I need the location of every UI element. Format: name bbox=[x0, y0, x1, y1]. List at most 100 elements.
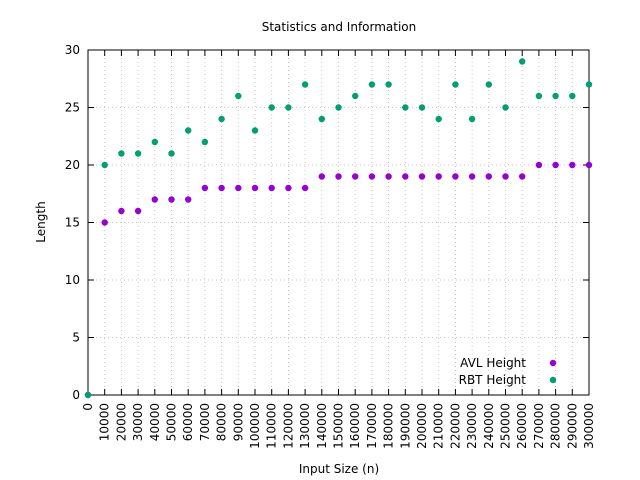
x-tick-label: 210000 bbox=[432, 403, 446, 449]
point-rbt-height bbox=[519, 58, 526, 65]
point-rbt-height bbox=[385, 81, 392, 88]
point-rbt-height bbox=[134, 150, 142, 157]
y-tick-label: 0 bbox=[72, 388, 80, 402]
legend-label: RBT Height bbox=[459, 373, 527, 387]
legend-marker bbox=[549, 359, 557, 367]
point-rbt-height bbox=[285, 104, 292, 111]
point-avl-height bbox=[435, 173, 442, 180]
y-tick-label: 10 bbox=[65, 273, 80, 287]
point-rbt-height bbox=[435, 115, 442, 123]
point-rbt-height bbox=[552, 92, 559, 100]
point-avl-height bbox=[301, 184, 309, 192]
point-avl-height bbox=[368, 173, 376, 180]
data-points bbox=[84, 58, 593, 399]
point-avl-height bbox=[168, 196, 175, 203]
grid bbox=[88, 50, 589, 395]
y-tick-label: 5 bbox=[72, 331, 80, 345]
point-avl-height bbox=[585, 161, 593, 169]
point-avl-height bbox=[268, 184, 275, 192]
point-rbt-height bbox=[118, 150, 125, 157]
point-avl-height bbox=[402, 173, 409, 180]
point-rbt-height bbox=[569, 92, 576, 100]
point-avl-height bbox=[134, 207, 142, 215]
point-rbt-height bbox=[368, 81, 376, 88]
x-tick-label: 120000 bbox=[281, 403, 295, 449]
point-avl-height bbox=[118, 207, 125, 215]
x-tick-label: 50000 bbox=[165, 403, 179, 441]
point-avl-height bbox=[285, 184, 292, 192]
point-rbt-height bbox=[335, 104, 342, 111]
x-tick-label: 280000 bbox=[549, 403, 563, 449]
point-rbt-height bbox=[185, 127, 192, 134]
x-tick-label: 260000 bbox=[515, 403, 529, 449]
point-rbt-height bbox=[251, 127, 259, 134]
point-avl-height bbox=[485, 173, 492, 180]
y-tick-label: 25 bbox=[65, 101, 80, 115]
x-tick-label: 230000 bbox=[465, 403, 479, 449]
point-rbt-height bbox=[84, 391, 92, 399]
point-rbt-height bbox=[218, 115, 225, 123]
point-avl-height bbox=[151, 196, 158, 203]
x-axis-title: Input Size (n) bbox=[299, 462, 379, 476]
x-tick-label: 70000 bbox=[198, 403, 212, 441]
x-tick-label: 160000 bbox=[348, 403, 362, 449]
point-rbt-height bbox=[452, 81, 459, 88]
point-avl-height bbox=[519, 173, 526, 180]
point-rbt-height bbox=[168, 150, 175, 157]
x-tick-label: 60000 bbox=[181, 403, 195, 441]
legend-label: AVL Height bbox=[460, 356, 526, 370]
point-avl-height bbox=[235, 184, 242, 192]
point-rbt-height bbox=[418, 104, 426, 111]
legend: AVL Height RBT Height bbox=[459, 356, 557, 387]
x-tick-label: 190000 bbox=[398, 403, 412, 449]
point-avl-height bbox=[201, 184, 209, 192]
point-rbt-height bbox=[235, 92, 242, 100]
point-avl-height bbox=[318, 173, 325, 180]
point-rbt-height bbox=[485, 81, 492, 88]
point-rbt-height bbox=[151, 138, 158, 146]
point-rbt-height bbox=[402, 104, 409, 111]
point-rbt-height bbox=[535, 92, 543, 100]
point-avl-height bbox=[452, 173, 459, 180]
point-rbt-height bbox=[318, 115, 325, 123]
x-tick-label: 110000 bbox=[265, 403, 279, 449]
point-avl-height bbox=[218, 184, 225, 192]
x-tick-label: 290000 bbox=[565, 403, 579, 449]
point-avl-height bbox=[251, 184, 259, 192]
point-rbt-height bbox=[352, 92, 359, 100]
x-tick-label: 0 bbox=[81, 403, 95, 411]
point-avl-height bbox=[418, 173, 426, 180]
x-tick-label: 140000 bbox=[315, 403, 329, 449]
y-tick-label: 20 bbox=[65, 158, 80, 172]
point-avl-height bbox=[385, 173, 392, 180]
point-rbt-height bbox=[468, 115, 476, 123]
point-rbt-height bbox=[201, 138, 209, 146]
x-tick-label: 270000 bbox=[532, 403, 546, 449]
x-tick-label: 250000 bbox=[499, 403, 513, 449]
x-tick-label: 130000 bbox=[298, 403, 312, 449]
point-rbt-height bbox=[301, 81, 309, 88]
point-avl-height bbox=[101, 219, 108, 226]
y-tick-label: 30 bbox=[65, 43, 80, 57]
y-axis-title: Length bbox=[34, 201, 48, 242]
point-rbt-height bbox=[585, 81, 593, 88]
x-tick-label: 10000 bbox=[98, 403, 112, 441]
legend-marker bbox=[549, 376, 557, 384]
point-avl-height bbox=[335, 173, 342, 180]
x-tick-label: 180000 bbox=[382, 403, 396, 449]
x-tick-label: 200000 bbox=[415, 403, 429, 449]
x-tick-label: 220000 bbox=[448, 403, 462, 449]
x-tick-label: 300000 bbox=[582, 403, 596, 449]
x-tick-label: 30000 bbox=[131, 403, 145, 441]
point-avl-height bbox=[569, 161, 576, 169]
x-tick-label: 40000 bbox=[148, 403, 162, 441]
x-tick-label: 20000 bbox=[114, 403, 128, 441]
chart-title: Statistics and Information bbox=[262, 20, 417, 34]
x-tick-label: 150000 bbox=[332, 403, 346, 449]
point-rbt-height bbox=[502, 104, 509, 111]
axis-ticks: 0 10000 20000 30000 40000 50000 60000 70000 8000… bbox=[65, 43, 596, 449]
point-avl-height bbox=[352, 173, 359, 180]
point-avl-height bbox=[502, 173, 509, 180]
